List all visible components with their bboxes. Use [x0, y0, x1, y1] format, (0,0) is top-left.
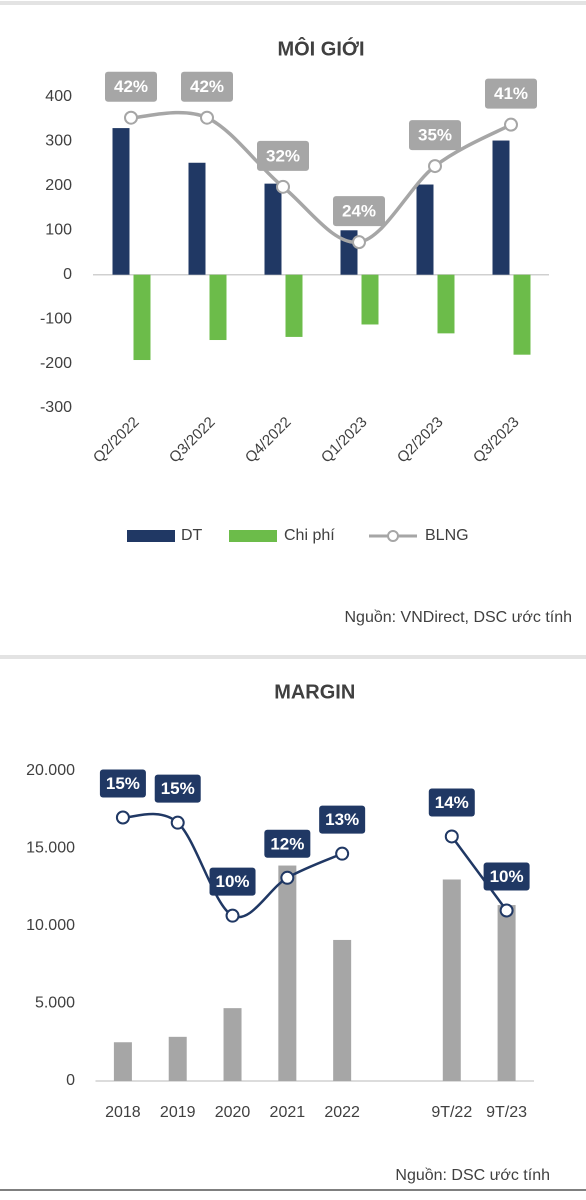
bar	[188, 162, 206, 275]
x-tick-label: Q3/2023	[470, 414, 523, 467]
y-tick-label: 400	[45, 88, 72, 105]
bar	[168, 1036, 187, 1081]
bar	[437, 274, 455, 334]
label-box	[483, 862, 530, 891]
value-label: 41%	[494, 84, 528, 103]
value-label: 12%	[270, 834, 304, 853]
bar	[285, 274, 303, 337]
bar	[513, 274, 531, 355]
legend-swatch	[229, 530, 277, 542]
y-tick-label: 300	[45, 133, 72, 150]
value-label: 14%	[435, 793, 469, 812]
bar	[113, 1042, 132, 1081]
bar	[442, 879, 461, 1081]
label-box	[209, 867, 256, 896]
marker	[225, 908, 240, 923]
label-box	[99, 769, 146, 798]
y-tick-label: 0	[63, 266, 72, 283]
marker	[170, 815, 185, 830]
x-tick-label: 2020	[215, 1104, 251, 1121]
label-box	[409, 120, 461, 151]
legend-label: BLNG	[425, 527, 469, 544]
y-tick-label: 5.000	[35, 995, 75, 1012]
marker	[428, 159, 442, 174]
x-tick-label: 2021	[270, 1104, 306, 1121]
x-tick-label: Q2/2023	[394, 414, 447, 467]
marker	[276, 179, 290, 194]
marker	[352, 235, 366, 250]
bar	[492, 140, 510, 275]
value-label: 15%	[106, 774, 140, 793]
y-tick-label: 15.000	[26, 840, 75, 857]
legend-label: DT	[181, 527, 203, 544]
value-label: 35%	[418, 126, 452, 145]
x-tick-label: 2022	[324, 1104, 360, 1121]
legend-swatch	[127, 530, 175, 542]
bar	[278, 865, 297, 1081]
x-tick-label: Q1/2023	[318, 414, 371, 467]
bar	[133, 274, 151, 361]
chart-title: MÔI GIỚI	[277, 36, 364, 60]
bar	[209, 274, 227, 341]
label-box	[154, 774, 201, 803]
marker	[124, 110, 138, 125]
x-tick-label: 9T/22	[431, 1104, 472, 1121]
bar	[497, 905, 516, 1081]
source: Nguồn: DSC ước tính	[395, 1167, 550, 1184]
bar	[223, 1008, 242, 1081]
label-box	[428, 788, 475, 817]
x-tick-label: Q3/2022	[166, 414, 219, 467]
bar	[333, 939, 352, 1081]
y-tick-label: 0	[66, 1072, 75, 1089]
value-label: 42%	[190, 77, 224, 96]
chart-title: MARGIN	[274, 681, 355, 703]
label-box	[319, 805, 366, 834]
marker	[504, 117, 518, 132]
label-box	[264, 829, 311, 858]
marker	[200, 110, 214, 125]
value-label: 42%	[114, 77, 148, 96]
legend-marker	[387, 530, 399, 542]
label-box	[257, 140, 309, 171]
x-tick-label: 2018	[105, 1104, 141, 1121]
x-tick-label: Q4/2022	[242, 414, 295, 467]
marker	[335, 846, 350, 861]
source: Nguồn: VNDirect, DSC ước tính	[345, 609, 573, 626]
bar	[264, 183, 282, 275]
x-tick-label: 2019	[160, 1104, 196, 1121]
marker	[115, 810, 130, 825]
label-box	[333, 196, 385, 227]
x-tick-label: 9T/23	[486, 1104, 527, 1121]
y-tick-label: 100	[45, 222, 72, 239]
y-tick-label: 20.000	[26, 762, 75, 779]
label-box	[181, 71, 233, 102]
y-tick-label: -100	[40, 310, 72, 327]
y-tick-label: 10.000	[26, 917, 75, 934]
marker	[280, 870, 295, 885]
marker	[499, 903, 514, 918]
y-tick-label: -200	[40, 355, 72, 372]
marker	[444, 829, 459, 844]
label-box	[105, 71, 157, 102]
value-label: 10%	[216, 872, 250, 891]
value-label: 13%	[325, 810, 359, 829]
value-label: 15%	[161, 779, 195, 798]
y-tick-label: 200	[45, 177, 72, 194]
y-tick-label: -300	[40, 399, 72, 416]
x-tick-label: Q2/2022	[90, 414, 143, 467]
value-label: 24%	[342, 202, 376, 221]
bar	[416, 184, 434, 275]
value-label: 32%	[266, 146, 300, 165]
bar	[112, 128, 130, 275]
bar	[361, 274, 379, 325]
label-box	[485, 78, 537, 109]
value-label: 10%	[490, 867, 524, 886]
legend-label: Chi phí	[284, 527, 335, 544]
